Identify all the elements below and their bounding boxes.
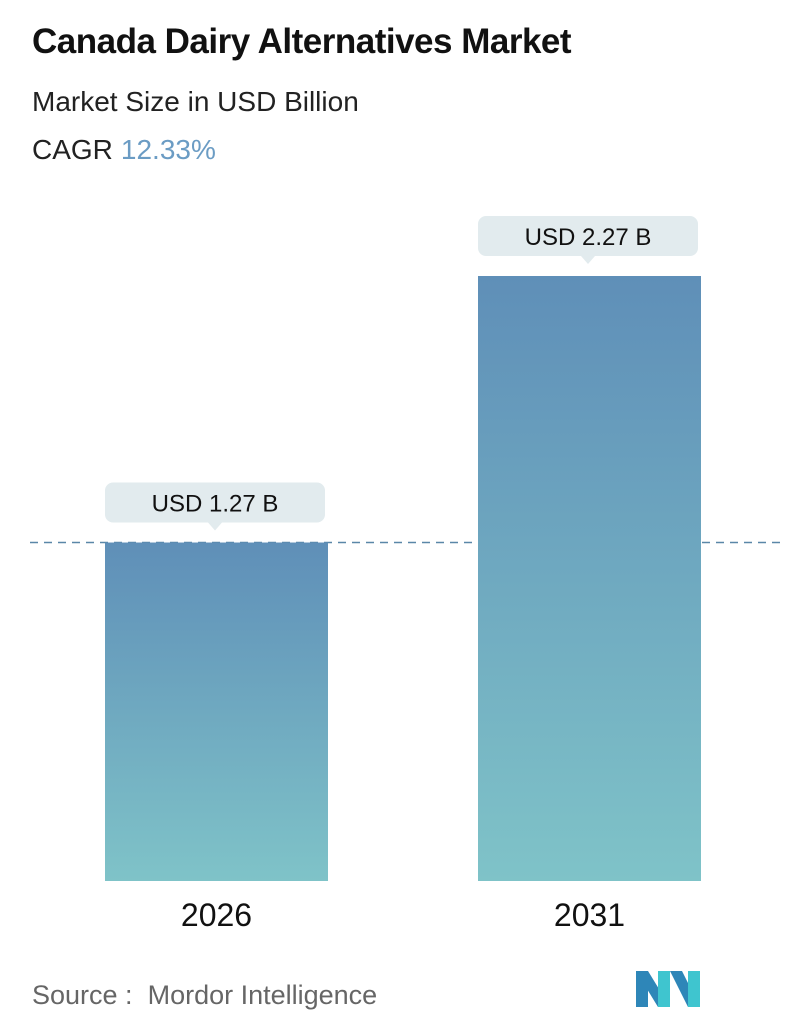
data-label-pointer: [208, 522, 222, 531]
mordor-logo: [636, 971, 700, 1007]
bar-2031: [478, 276, 701, 881]
data-label-bubble: [105, 482, 325, 523]
x-tick-label: 2026: [181, 897, 252, 933]
chart-title: Canada Dairy Alternatives Market: [32, 22, 572, 61]
bar-2026: [105, 542, 328, 881]
cagr-value: 12.33%: [120, 134, 216, 165]
source-name: Mordor Intelligence: [147, 980, 378, 1010]
data-label: USD 1.27 B: [152, 491, 279, 518]
chart-subtitle: Market Size in USD Billion: [32, 86, 359, 117]
source: Source : Mordor Intelligence: [32, 980, 377, 1011]
cagr: CAGR 12.33%: [32, 134, 216, 166]
x-tick-label: 2031: [554, 897, 625, 933]
source-label: Source :: [32, 980, 133, 1010]
data-label-pointer: [581, 256, 595, 264]
data-label: USD 2.27 B: [525, 224, 652, 251]
data-label-bubble: [478, 216, 698, 256]
cagr-label: CAGR: [32, 134, 113, 165]
